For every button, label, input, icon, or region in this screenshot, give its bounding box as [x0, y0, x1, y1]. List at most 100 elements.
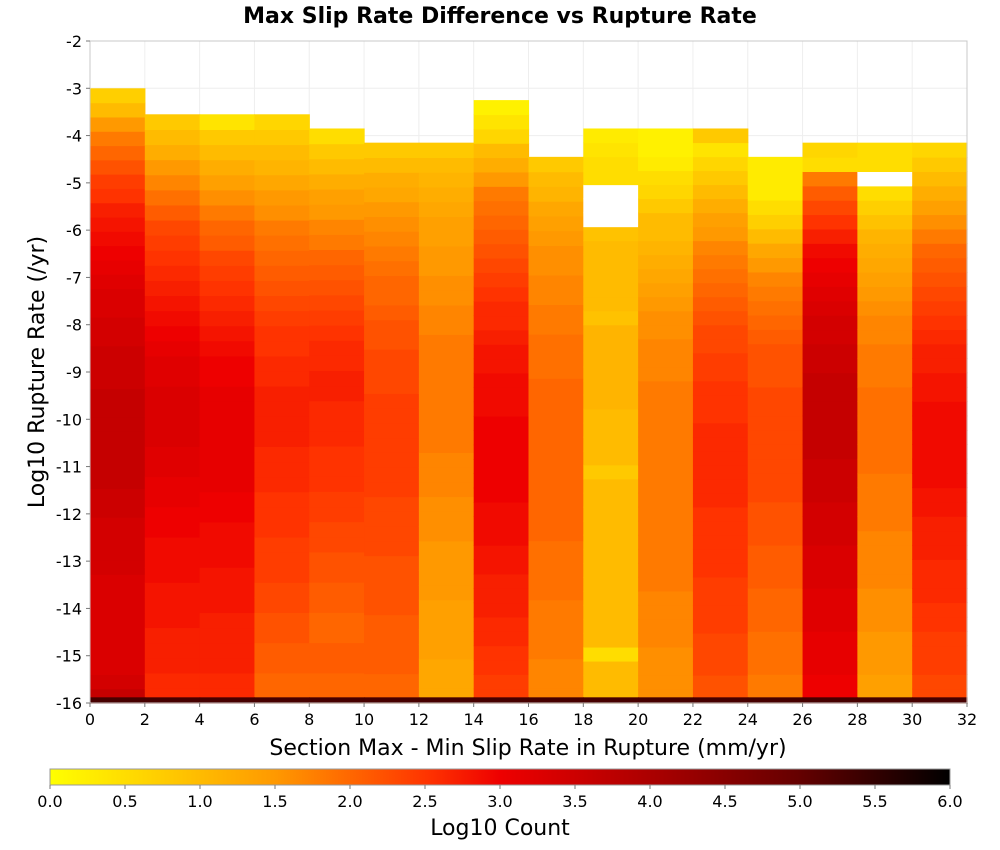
heatmap-cell	[144, 250, 201, 266]
heatmap-cell	[802, 358, 858, 374]
heatmap-cell	[528, 437, 584, 453]
heatmap-cell	[583, 170, 639, 186]
heatmap-cell	[583, 324, 639, 340]
heatmap-cell	[747, 228, 804, 244]
heatmap-cell	[144, 355, 201, 372]
heatmap-cell	[747, 674, 804, 690]
heatmap-cell	[912, 659, 968, 675]
heatmap-cell	[254, 697, 310, 704]
heatmap-cell	[692, 142, 749, 158]
x-tick-label: 0	[85, 710, 95, 729]
heatmap-cell	[583, 436, 639, 452]
heatmap-cell	[638, 184, 694, 200]
heatmap-cell	[254, 280, 310, 297]
heatmap-cell	[199, 612, 256, 629]
heatmap-cell	[473, 401, 530, 417]
colorbar-tick-label: 6.0	[937, 792, 962, 811]
heatmap-cell	[90, 274, 146, 290]
heatmap-cell	[747, 314, 804, 330]
heatmap-cell	[857, 372, 913, 388]
heatmap-cell	[528, 378, 584, 394]
heatmap-cell	[857, 200, 913, 216]
heatmap-cell	[583, 660, 639, 676]
heatmap-cell	[528, 673, 584, 689]
heatmap-cell	[747, 444, 804, 460]
heatmap-cell	[254, 657, 310, 674]
heatmap-cell	[199, 189, 256, 206]
heatmap-cell	[473, 674, 530, 690]
heatmap-cell	[692, 478, 749, 494]
heatmap-cell	[309, 249, 365, 266]
heatmap-cell	[802, 631, 858, 647]
heatmap-cell	[857, 588, 913, 604]
heatmap-cell	[418, 422, 475, 439]
heatmap-cell	[638, 170, 694, 186]
heatmap-cell	[802, 645, 858, 661]
heatmap-cell	[638, 450, 694, 466]
x-tick-label: 26	[792, 710, 812, 729]
heatmap-cell	[364, 290, 420, 306]
heatmap-cell	[528, 333, 584, 350]
heatmap-cell	[309, 264, 365, 281]
heatmap-cell	[528, 245, 584, 261]
heatmap-cell	[90, 531, 146, 547]
heatmap-cell	[857, 329, 913, 345]
heatmap-cell	[692, 697, 749, 704]
heatmap-cell	[90, 131, 146, 147]
heatmap-cell	[747, 458, 804, 474]
heatmap-cell	[802, 415, 858, 431]
heatmap-cell	[638, 366, 694, 382]
heatmap-cell	[90, 302, 146, 318]
colorbar-label: Log10 Count	[430, 816, 570, 841]
heatmap-cell	[747, 616, 804, 632]
heatmap-cell	[528, 201, 584, 217]
heatmap-cell	[418, 629, 475, 645]
heatmap-cell	[90, 174, 146, 189]
heatmap-cell	[364, 511, 420, 527]
heatmap-cell	[254, 627, 310, 644]
heatmap-cell	[90, 488, 146, 504]
heatmap-cell	[418, 408, 475, 424]
heatmap-cell	[747, 199, 804, 215]
heatmap-cell	[857, 631, 913, 647]
heatmap-cell	[364, 231, 420, 247]
heatmap-cell	[912, 674, 968, 690]
heatmap-cell	[144, 672, 201, 689]
heatmap-cell	[199, 642, 256, 659]
heatmap-cell	[692, 422, 749, 438]
heatmap-cell	[638, 674, 694, 690]
heatmap-cell	[418, 496, 475, 512]
x-tick-label: 14	[464, 710, 484, 729]
heatmap-cell	[912, 487, 968, 503]
colorbar-tick-label: 2.5	[412, 792, 437, 811]
heatmap-cell	[692, 646, 749, 662]
heatmap-cell	[802, 674, 858, 690]
heatmap-cell	[638, 562, 694, 578]
heatmap-cell	[199, 386, 256, 402]
heatmap-cell	[583, 352, 639, 368]
heatmap-cell	[199, 355, 256, 372]
heatmap-cell	[638, 142, 694, 158]
heatmap-cell	[912, 243, 968, 259]
heatmap-cell	[254, 295, 310, 312]
colorbar-tick-label: 1.5	[262, 792, 287, 811]
heatmap-cell	[309, 234, 365, 251]
heatmap-cell	[364, 422, 420, 439]
chart-title: Max Slip Rate Difference vs Rupture Rate	[243, 4, 757, 29]
heatmap-cell	[199, 567, 256, 583]
heatmap-cell	[692, 226, 749, 242]
heatmap-cell	[747, 645, 804, 661]
heatmap-cell	[692, 450, 749, 466]
heatmap-cell	[418, 697, 475, 704]
heatmap-cell	[144, 174, 201, 191]
y-tick-label: -4	[66, 127, 82, 146]
heatmap-cell	[90, 231, 146, 247]
heatmap-cell	[418, 260, 475, 276]
heatmap-cell	[473, 573, 530, 589]
heatmap-cell	[473, 358, 530, 374]
heatmap-cell	[418, 555, 475, 571]
heatmap-cell	[528, 304, 584, 320]
colorbar-tick-label: 5.0	[787, 792, 812, 811]
heatmap-cell	[528, 260, 584, 276]
heatmap-cell	[364, 644, 420, 660]
